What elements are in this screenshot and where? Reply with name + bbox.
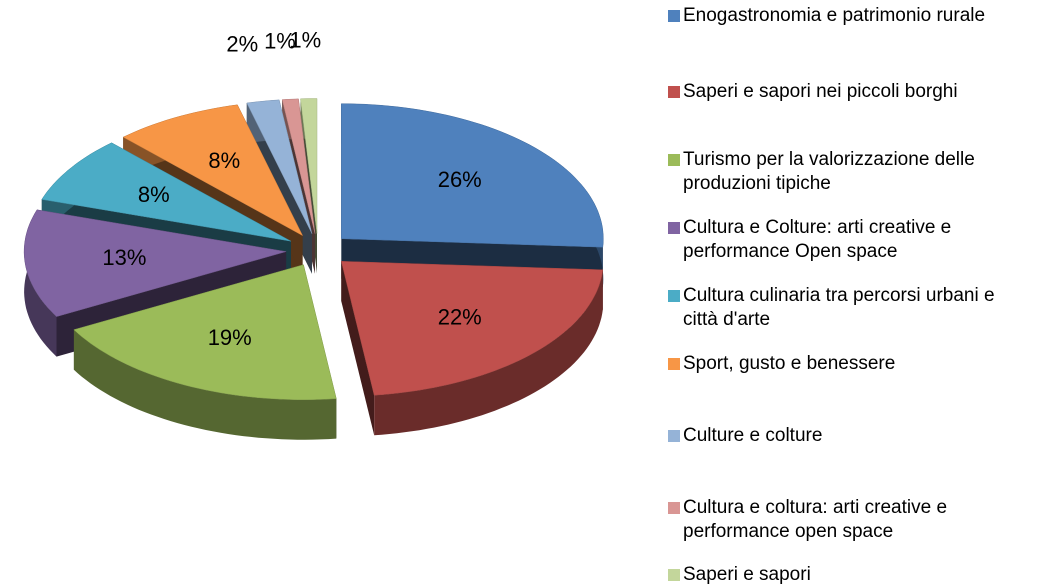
data-label: 1% (289, 28, 321, 53)
data-label: 8% (208, 148, 240, 173)
legend-label: Enogastronomia e patrimonio rurale (683, 5, 986, 26)
legend-label: Cultura e Colture: arti creative e perfo… (683, 217, 952, 262)
legend-label: Saperi e sapori (683, 564, 811, 585)
legend-label: Turismo per la valorizzazione delle prod… (683, 149, 975, 194)
slice (281, 98, 316, 234)
legend-label: Saperi e sapori nei piccoli borghi (683, 81, 958, 102)
legend-item: Cultura culinaria tra percorsi urbani e … (668, 284, 1028, 332)
slice (73, 264, 337, 400)
legend-label: Sport, gusto e benessere (683, 353, 896, 374)
data-label: 13% (102, 245, 146, 270)
legend-item: Sport, gusto e benessere (668, 352, 1028, 376)
legend-swatch (668, 430, 680, 442)
legend-item: Cultura e Colture: arti creative e perfo… (668, 216, 1028, 264)
slice (122, 104, 304, 237)
data-label: 22% (438, 304, 482, 329)
legend-swatch (668, 10, 680, 22)
legend-item: Saperi e sapori nei piccoli borghi (668, 80, 1028, 104)
legend-item: Enogastronomia e patrimonio rurale (668, 4, 1028, 28)
data-label: 19% (208, 325, 252, 350)
pie-area: 26%22%19%13%8%8%2% 1%1% (23, 28, 604, 440)
legend-swatch (668, 569, 680, 581)
slice-side (341, 261, 375, 436)
slice-wall (73, 329, 337, 440)
legend-swatch (668, 222, 680, 234)
legend-swatch (668, 154, 680, 166)
legend-label: Culture e colture (683, 425, 823, 446)
legend-label: Cultura culinaria tra percorsi urbani e … (683, 285, 995, 330)
legend-swatch (668, 502, 680, 514)
slice-wall (374, 269, 603, 436)
legend-swatch (668, 290, 680, 302)
legend-swatch (668, 86, 680, 98)
slice (341, 103, 604, 248)
data-label: 2% (226, 31, 258, 56)
slice (246, 99, 313, 234)
slice (300, 98, 318, 234)
data-label: 8% (138, 182, 170, 207)
slice (41, 142, 292, 242)
legend-swatch (668, 358, 680, 370)
legend-item: Culture e colture (668, 424, 1028, 448)
slice (340, 261, 604, 396)
data-label: 26% (438, 167, 482, 192)
slice (23, 209, 287, 317)
legend-label: Cultura e coltura: arti creative e perfo… (683, 497, 948, 542)
legend-item: Cultura e coltura: arti creative e perfo… (668, 496, 1028, 544)
legend-item: Turismo per la valorizzazione delle prod… (668, 148, 1028, 196)
legend-item: Saperi e sapori (668, 563, 1028, 587)
data-label: 1% (264, 29, 296, 54)
